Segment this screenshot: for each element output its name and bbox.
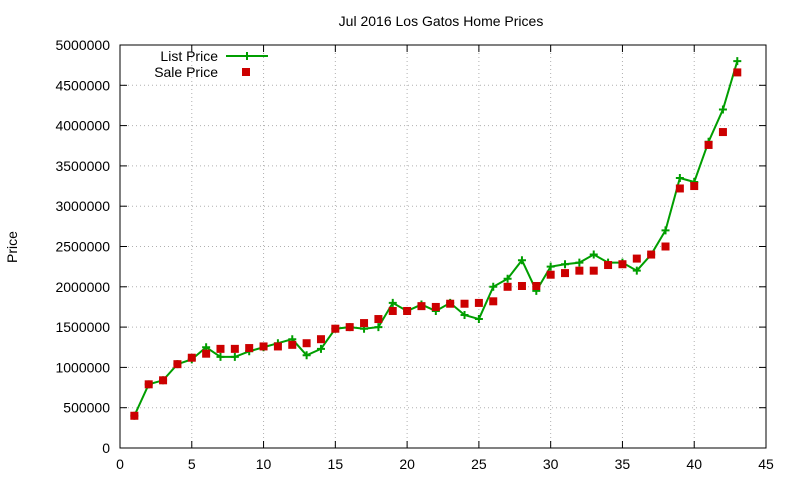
list-price-point	[316, 344, 325, 353]
y-tick-label: 1000000	[55, 359, 110, 375]
list-price-point	[589, 250, 598, 259]
y-tick-label: 1500000	[55, 319, 110, 335]
sale-price-legend-marker	[242, 68, 250, 76]
sale-price-point	[460, 299, 469, 308]
chart-title: Jul 2016 Los Gatos Home Prices	[339, 13, 544, 29]
sale-price-point	[474, 298, 483, 307]
list-price-point	[546, 262, 555, 271]
sale-price-point	[360, 319, 369, 328]
list-price-point	[216, 352, 225, 361]
sale-price-point	[632, 254, 641, 263]
sale-price-point	[618, 260, 627, 269]
plot-frame	[119, 44, 767, 449]
list-price-series	[130, 57, 742, 420]
y-tick-label: 5000000	[55, 37, 110, 53]
axes: 0 500000 1000000 1500000 2000000 2500000 30000…	[55, 37, 774, 472]
list-price-point	[675, 173, 684, 182]
sale-price-point	[288, 340, 297, 349]
sale-price-point	[517, 281, 526, 290]
sale-price-point	[202, 349, 211, 358]
x-tick-label: 0	[116, 456, 124, 472]
sale-price-point	[374, 315, 383, 324]
sale-price-point	[302, 339, 311, 348]
list-price-point	[561, 260, 570, 269]
list-price-point	[474, 315, 483, 324]
sale-price-point	[589, 266, 598, 275]
sale-price-point	[532, 281, 541, 290]
sale-price-point	[575, 266, 584, 275]
sale-price-point	[388, 306, 397, 315]
sale-price-point	[661, 242, 670, 251]
list-price-point	[374, 323, 383, 332]
sale-price-legend-label: Sale Price	[154, 64, 218, 80]
sale-price-point	[230, 344, 239, 353]
sale-price-point	[159, 376, 168, 385]
sale-price-point	[675, 184, 684, 193]
sale-price-point	[259, 342, 268, 351]
list-price-point	[388, 298, 397, 307]
sale-price-point	[417, 302, 426, 311]
y-tick-label: 2000000	[55, 279, 110, 295]
list-price-point	[733, 57, 742, 66]
x-tick-label: 20	[399, 456, 415, 472]
x-tick-label: 40	[686, 456, 702, 472]
y-tick-label: 500000	[63, 400, 110, 416]
list-price-legend-label: List Price	[160, 48, 218, 64]
y-tick-label: 2500000	[55, 239, 110, 255]
y-tick-label: 3000000	[55, 198, 110, 214]
y-tick-label: 4000000	[55, 118, 110, 134]
x-tick-label: 5	[188, 456, 196, 472]
sale-price-point	[718, 128, 727, 137]
sale-price-point	[173, 360, 182, 369]
sale-price-point	[187, 353, 196, 362]
sale-price-point	[273, 342, 282, 351]
sale-price-series	[130, 68, 742, 420]
sale-price-point	[130, 411, 139, 420]
x-tick-label: 10	[256, 456, 272, 472]
sale-price-point	[690, 182, 699, 191]
x-tick-label: 35	[615, 456, 631, 472]
list-price-point	[230, 352, 239, 361]
sale-price-point	[345, 323, 354, 332]
x-tick-label: 30	[543, 456, 559, 472]
sale-price-point	[431, 302, 440, 311]
sale-price-point	[403, 306, 412, 315]
sale-price-point	[331, 324, 340, 333]
sale-price-point	[704, 140, 713, 149]
sale-price-point	[604, 261, 613, 270]
y-tick-label: 0	[102, 440, 110, 456]
y-tick-label: 4500000	[55, 77, 110, 93]
sale-price-point	[446, 299, 455, 308]
sale-price-point	[561, 269, 570, 278]
sale-price-point	[546, 270, 555, 279]
series-layer	[130, 57, 742, 420]
sale-price-point	[216, 344, 225, 353]
list-price-point	[575, 258, 584, 267]
list-price-point	[302, 351, 311, 360]
y-tick-label: 3500000	[55, 158, 110, 174]
list-price-point	[460, 311, 469, 320]
list-price-point	[632, 266, 641, 275]
list-price-point	[489, 282, 498, 291]
sale-price-point	[489, 297, 498, 306]
sale-price-point	[503, 282, 512, 291]
sale-price-point	[245, 344, 254, 353]
sale-price-point	[647, 250, 656, 259]
x-tick-label: 15	[328, 456, 344, 472]
list-price-legend-marker	[243, 52, 251, 60]
sale-price-point	[144, 380, 153, 389]
list-price-point	[661, 226, 670, 235]
x-tick-label: 25	[471, 456, 487, 472]
sale-price-point	[733, 68, 742, 77]
list-price-point	[517, 256, 526, 265]
list-price-line	[133, 60, 739, 417]
x-tick-label: 45	[758, 456, 774, 472]
list-price-point	[503, 274, 512, 283]
sale-price-point	[316, 335, 325, 344]
list-price-point	[718, 105, 727, 114]
y-axis-label: Price	[4, 231, 20, 263]
